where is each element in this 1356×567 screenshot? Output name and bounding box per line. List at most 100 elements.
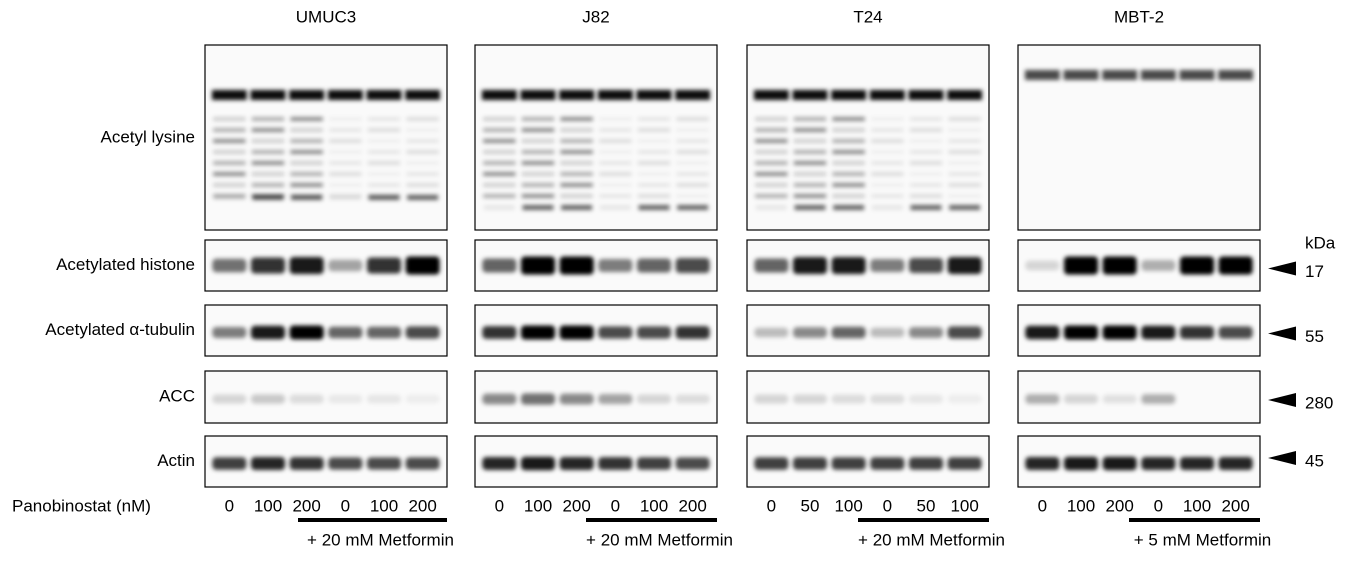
band <box>1102 456 1137 471</box>
band <box>755 150 788 154</box>
band <box>560 139 593 143</box>
band <box>598 393 633 405</box>
kda-unit: kDa <box>1305 233 1336 252</box>
band <box>1218 70 1254 80</box>
band <box>947 394 982 404</box>
kda-marker: 45 <box>1305 451 1324 470</box>
band <box>251 161 285 165</box>
band <box>560 161 593 165</box>
band <box>367 172 401 176</box>
band <box>754 327 789 338</box>
band <box>405 394 440 404</box>
band <box>366 90 402 100</box>
band <box>250 90 286 100</box>
band <box>213 150 246 154</box>
band <box>909 172 943 176</box>
lane-label: 100 <box>370 496 398 515</box>
lane-label: 50 <box>917 496 936 515</box>
band <box>406 139 439 143</box>
band <box>599 161 632 165</box>
band <box>831 326 866 339</box>
band <box>289 394 324 404</box>
band <box>908 90 944 100</box>
band <box>250 456 286 471</box>
band <box>755 128 788 132</box>
band <box>405 326 440 339</box>
band <box>251 172 285 176</box>
band <box>289 457 324 470</box>
band <box>754 394 789 404</box>
band <box>290 183 323 187</box>
cell-line-title: T24 <box>853 7 882 26</box>
band <box>483 205 515 210</box>
treatment-label: + 20 mM Metformin <box>858 530 1005 549</box>
band <box>637 150 671 154</box>
band <box>561 205 593 210</box>
band <box>676 139 709 143</box>
band <box>675 326 710 339</box>
bands <box>1025 325 1253 340</box>
band <box>560 183 593 187</box>
band <box>637 172 671 176</box>
band <box>559 90 595 100</box>
bands <box>754 394 982 404</box>
band <box>599 117 632 121</box>
band <box>793 194 827 198</box>
band <box>252 195 284 200</box>
band <box>560 194 593 198</box>
band <box>521 194 555 198</box>
band <box>755 172 788 176</box>
band <box>871 117 904 121</box>
band <box>599 205 631 210</box>
band <box>871 128 904 132</box>
band <box>329 183 362 187</box>
band <box>599 183 632 187</box>
band <box>832 128 865 132</box>
band <box>909 128 943 132</box>
band <box>481 90 517 100</box>
lane-label: 100 <box>254 496 282 515</box>
band <box>211 90 247 100</box>
lane-label: 100 <box>1067 496 1095 515</box>
band <box>329 172 362 176</box>
cell-line-title: MBT-2 <box>1114 7 1164 26</box>
band <box>1141 456 1176 471</box>
band <box>871 172 904 176</box>
band <box>213 139 246 143</box>
band <box>871 183 904 187</box>
bands <box>211 90 441 200</box>
bands <box>753 90 983 210</box>
band <box>483 172 516 176</box>
band <box>754 457 789 470</box>
lane-label: 200 <box>408 496 436 515</box>
band <box>637 117 671 121</box>
band <box>948 194 981 198</box>
band <box>792 257 828 274</box>
band <box>909 194 943 198</box>
band <box>522 205 554 210</box>
bands <box>754 457 982 470</box>
row-label: Actin <box>157 451 195 470</box>
band <box>869 90 905 100</box>
band <box>909 161 943 165</box>
lane-label: 0 <box>767 496 776 515</box>
band <box>212 327 247 338</box>
treatment-label: + 20 mM Metformin <box>586 530 733 549</box>
band <box>948 161 981 165</box>
band <box>755 117 788 121</box>
bands <box>212 256 440 275</box>
band <box>599 139 632 143</box>
bands <box>212 325 440 340</box>
cell-line-title: J82 <box>582 7 609 26</box>
band <box>870 259 905 272</box>
band <box>367 183 401 187</box>
band <box>251 117 285 121</box>
band <box>212 457 247 470</box>
band <box>407 195 439 200</box>
band <box>792 394 828 404</box>
row-label: Acetylated histone <box>56 255 195 274</box>
band <box>948 139 981 143</box>
band <box>328 259 363 272</box>
lane-label: 200 <box>562 496 590 515</box>
band <box>1025 456 1060 471</box>
